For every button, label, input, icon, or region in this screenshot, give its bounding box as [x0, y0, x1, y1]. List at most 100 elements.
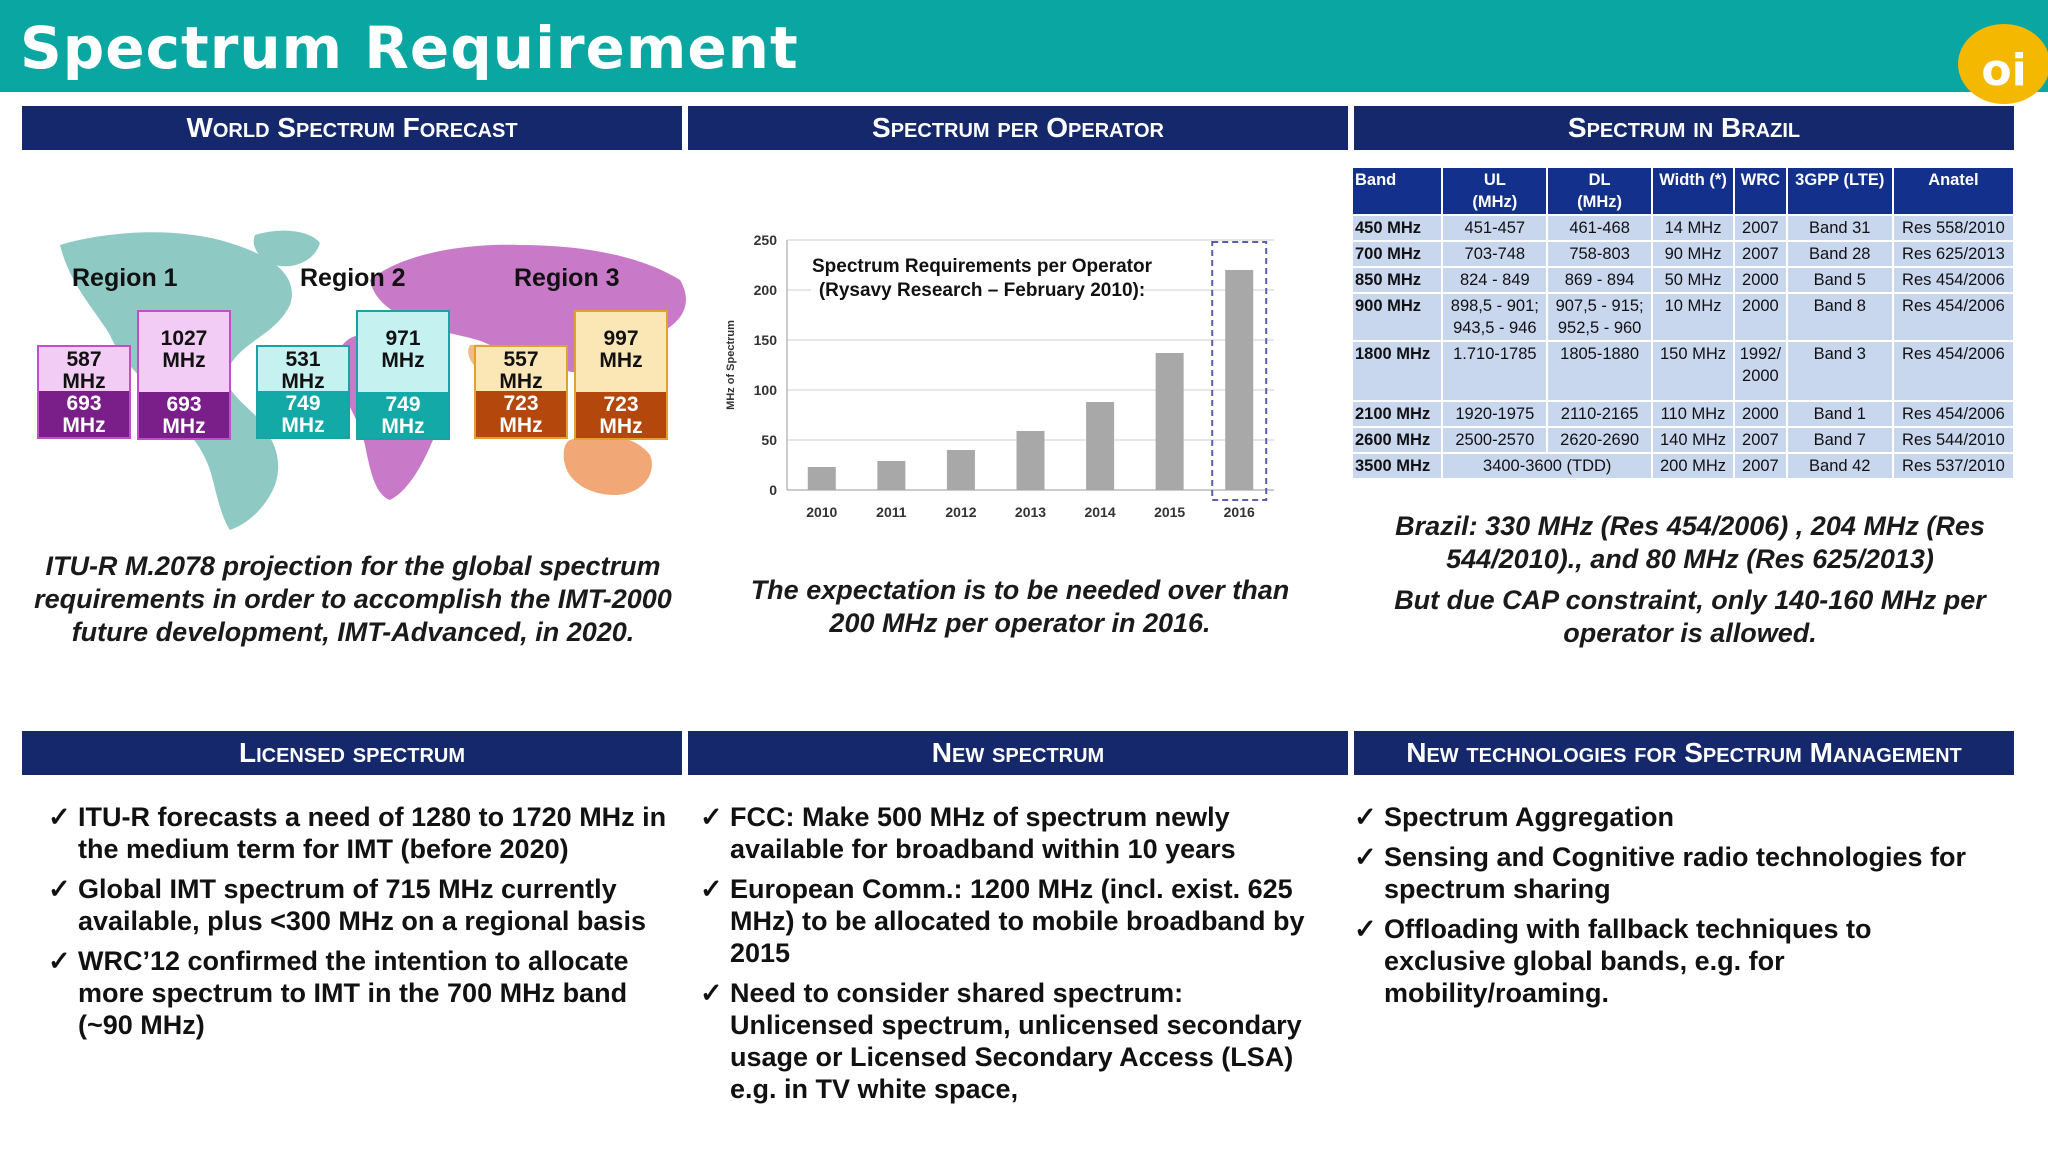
highlight-box-2016: [1211, 241, 1268, 501]
table-cell: Res 454/2006: [1891, 400, 2016, 428]
bar-2010: [807, 467, 836, 490]
table-header-cell: 3GPP (LTE): [1785, 166, 1894, 216]
table-cell: 2000: [1733, 266, 1788, 294]
table-cell: Res 454/2006: [1891, 292, 2016, 342]
spectrum-per-operator-chart: 0 50 100 150 200 250 2010 2011 2012 2013 2014 2015 2…: [725, 232, 1274, 520]
list-item: ✓ Offloading with fallback techniques to …: [1354, 913, 1994, 1009]
region-2-label: Region 2: [300, 264, 406, 292]
table-cell: 90 MHz: [1650, 240, 1736, 268]
bar-2013: [1016, 431, 1045, 490]
list-item: ✓ ITU-R forecasts a need of 1280 to 1720 …: [48, 801, 668, 865]
checkmark-icon: ✓: [1354, 802, 1377, 832]
table-cell: 703-748: [1441, 240, 1549, 268]
table-row: 850 MHz 824 - 849 869 - 894 50 MHz 2000 Band …: [1350, 266, 2016, 294]
licensed-list: ✓ ITU-R forecasts a need of 1280 to 1720 …: [48, 801, 668, 1049]
checkmark-icon: ✓: [48, 802, 71, 832]
table-cell: 3400-3600 (TDD): [1441, 452, 1653, 480]
table-cell: 869 - 894: [1546, 266, 1653, 294]
table-cell: Res 454/2006: [1891, 266, 2016, 294]
table-cell: 461-468: [1546, 214, 1653, 242]
section-header-licensed: Licensed spectrum: [22, 731, 682, 775]
y-tick-label: 0: [769, 482, 777, 498]
x-tick-label: 2012: [945, 504, 976, 520]
table-cell: 850 MHz: [1350, 266, 1444, 294]
bar-2016: [1225, 270, 1254, 490]
table-cell: 824 - 849: [1441, 266, 1549, 294]
table-cell: 2000: [1733, 400, 1788, 428]
region-3-box-low: 557 MHz 723 MHz: [474, 345, 568, 439]
table-cell: 700 MHz: [1350, 240, 1444, 268]
table-cell: 14 MHz: [1650, 214, 1736, 242]
australia-landmass: [563, 435, 652, 495]
region-1-low-estimate: 587 MHz: [39, 347, 129, 393]
table-cell: Band 1: [1785, 400, 1894, 428]
y-tick-label: 100: [754, 382, 778, 398]
x-tick-label: 2016: [1224, 504, 1255, 520]
table-header-cell: Band: [1350, 166, 1444, 216]
new-spectrum-list: ✓ FCC: Make 500 MHz of spectrum newly ava…: [700, 801, 1330, 1113]
world-caption: ITU-R M.2078 projection for the global s…: [34, 551, 672, 647]
y-tick-label: 150: [754, 332, 778, 348]
checkmark-icon: ✓: [700, 874, 723, 904]
table-cell: Band 7: [1785, 426, 1894, 454]
table-cell: 2007: [1733, 426, 1788, 454]
table-header-cell: WRC: [1733, 166, 1788, 216]
region-1-low-current: 693 MHz: [39, 391, 129, 437]
checkmark-icon: ✓: [48, 946, 71, 976]
list-item-text: Global IMT spectrum of 715 MHz currently…: [78, 874, 646, 936]
table-cell: 907,5 - 915; 952,5 - 960: [1546, 292, 1653, 342]
table-cell: Band 3: [1785, 340, 1894, 402]
list-item-text: European Comm.: 1200 MHz (incl. exist. 6…: [730, 874, 1305, 968]
table-header-cell: DL (MHz): [1546, 166, 1653, 216]
table-row: 700 MHz 703-748 758-803 90 MHz 2007 Band 28 Re…: [1350, 240, 2016, 268]
region-2-high-estimate: 971 MHz: [358, 312, 448, 392]
region-3-low-current: 723 MHz: [476, 391, 566, 437]
checkmark-icon: ✓: [1354, 914, 1377, 944]
checkmark-icon: ✓: [48, 874, 71, 904]
bar-2011: [877, 461, 906, 490]
section-header-brazil: Spectrum in Brazil: [1354, 106, 2014, 150]
y-axis-label: MHz of Spectrum: [725, 320, 737, 410]
list-item-text: Sensing and Cognitive radio technologies…: [1384, 842, 1967, 904]
x-tick-label: 2013: [1015, 504, 1046, 520]
page-title: Spectrum Requirement: [20, 14, 799, 82]
table-cell: 2007: [1733, 452, 1788, 480]
table-cell: 2110-2165: [1546, 400, 1653, 428]
table-cell: Res 537/2010: [1891, 452, 2016, 480]
table-row: 2100 MHz 1920-1975 2110-2165 110 MHz 2000 Ban…: [1350, 400, 2016, 428]
list-item-text: ITU-R forecasts a need of 1280 to 1720 M…: [78, 802, 667, 864]
chart-title-background: [811, 248, 1141, 310]
region-3-high-current: 723 MHz: [576, 392, 666, 438]
table-row: 450 MHz 451-457 461-468 14 MHz 2007 Band 31 Re…: [1350, 214, 2016, 242]
list-item: ✓ Need to consider shared spectrum: Unlic…: [700, 977, 1330, 1105]
region-1-label: Region 1: [72, 264, 178, 292]
list-item-text: WRC’12 confirmed the intention to alloca…: [78, 946, 629, 1040]
table-cell: 451-457: [1441, 214, 1549, 242]
region-2-high-current: 749 MHz: [358, 392, 448, 438]
brazil-caption-licenses: Brazil: 330 MHz (Res 454/2006) , 204 MHz…: [1395, 511, 1985, 574]
checkmark-icon: ✓: [700, 978, 723, 1008]
table-cell: Band 28: [1785, 240, 1894, 268]
brazil-caption-cap: But due CAP constraint, only 140-160 MHz…: [1394, 585, 1986, 648]
region-1-box-low: 587 MHz 693 MHz: [37, 345, 131, 439]
region-3-box-high: 997 MHz 723 MHz: [574, 310, 668, 440]
table-cell: Band 5: [1785, 266, 1894, 294]
table-cell: 758-803: [1546, 240, 1653, 268]
table-cell: 150 MHz: [1650, 340, 1736, 402]
table-cell: 140 MHz: [1650, 426, 1736, 454]
table-cell: 2600 MHz: [1350, 426, 1444, 454]
list-item-text: Spectrum Aggregation: [1384, 802, 1675, 832]
greenland-landmass: [253, 230, 320, 267]
table-cell: 2620-2690: [1546, 426, 1653, 454]
table-row: 1800 MHz 1.710-1785 1805-1880 150 MHz 1992/ …: [1350, 340, 2016, 402]
region-2-low-current: 749 MHz: [258, 391, 348, 437]
section-header-new: New spectrum: [688, 731, 1348, 775]
table-header-cell: Anatel: [1891, 166, 2016, 216]
table-cell: Res 625/2013: [1891, 240, 2016, 268]
table-cell: 3500 MHz: [1350, 452, 1444, 480]
list-item-text: Need to consider shared spectrum: Unlice…: [730, 978, 1302, 1104]
table-cell: 200 MHz: [1650, 452, 1736, 480]
region-3-low-estimate: 557 MHz: [476, 347, 566, 393]
table-cell: 450 MHz: [1350, 214, 1444, 242]
region-3-label: Region 3: [514, 264, 620, 292]
